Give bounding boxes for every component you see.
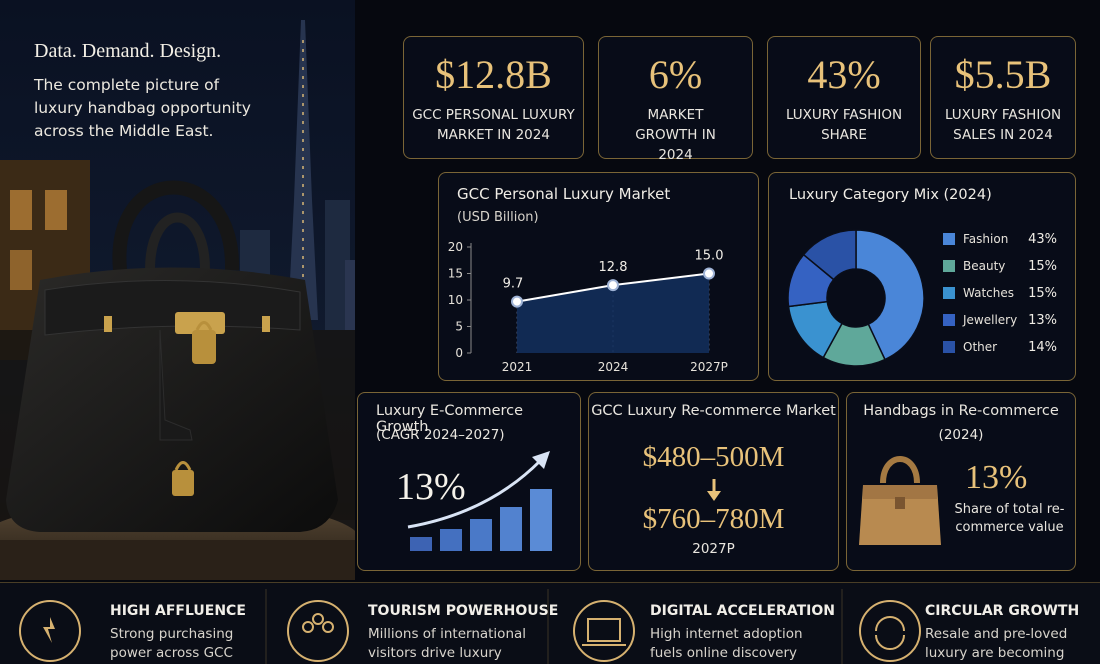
current-value: $480–500M bbox=[642, 441, 785, 473]
arrow-icon bbox=[707, 479, 721, 501]
legend-label: Other bbox=[963, 340, 997, 354]
line-chart: GCC Personal Luxury Market (USD Billion)… bbox=[448, 185, 728, 374]
chart-title: Luxury Category Mix (2024) bbox=[789, 187, 992, 203]
point bbox=[511, 295, 523, 308]
legend-value: 14% bbox=[1028, 340, 1057, 355]
driver-title: HIGH AFFLUENCE bbox=[110, 603, 246, 619]
recommerce-card: GCC Luxury Re-commerce Market $480–500M … bbox=[588, 392, 839, 571]
value-label: 12.8 bbox=[599, 260, 628, 275]
legend-value: 13% bbox=[1028, 313, 1057, 328]
handbag-caption: Share of total re-commerce value bbox=[954, 502, 1065, 535]
x-tick-label: 2027P bbox=[690, 360, 728, 374]
card-title: GCC Luxury Re-commerce Market bbox=[591, 403, 836, 419]
forecast-value: $760–780M bbox=[642, 503, 785, 535]
point bbox=[703, 267, 715, 280]
stat-value: $5.5B bbox=[954, 52, 1052, 97]
card-title: Handbags in Re-commerce bbox=[863, 403, 1059, 419]
stat-card: $5.5B LUXURY FASHION SALES IN 2024 bbox=[930, 36, 1076, 159]
handbag-share: 13% bbox=[965, 459, 1028, 496]
legend-label: Jewellery bbox=[962, 313, 1017, 327]
stat-card: 6% MARKET GROWTH IN 2024 bbox=[598, 36, 753, 163]
hero-image bbox=[0, 0, 355, 580]
legend-label: Beauty bbox=[963, 259, 1005, 273]
x-tick-label: 2021 bbox=[502, 360, 533, 374]
card-title: Luxury E-Commerce Growth bbox=[376, 403, 524, 435]
handbags-card: Handbags in Re-commerce (2024) 13% Share… bbox=[846, 392, 1076, 571]
chart-subtitle: (USD Billion) bbox=[457, 210, 539, 225]
stat-value: $12.8B bbox=[435, 52, 552, 97]
forecast-year: 2027P bbox=[692, 541, 735, 557]
slice bbox=[802, 229, 857, 281]
cagr-value: 13% bbox=[396, 466, 466, 508]
stat-label: LUXURY FASHION SHARE bbox=[785, 107, 903, 143]
legend-swatch bbox=[943, 314, 955, 326]
legend-swatch bbox=[943, 233, 955, 245]
driver-title: CIRCULAR GROWTH bbox=[925, 603, 1080, 619]
drivers-strip: HIGH AFFLUENCE Strong purchasing power a… bbox=[0, 582, 1100, 664]
legend-swatch bbox=[943, 341, 955, 353]
card-subtitle: (CAGR 2024–2027) bbox=[376, 427, 505, 443]
handbag-icon bbox=[859, 456, 941, 545]
chart-card: GCC Personal Luxury Market (USD Billion)… bbox=[438, 172, 759, 381]
driver-title: TOURISM POWERHOUSE bbox=[368, 603, 559, 619]
driver-text: Resale and pre-loved luxury are becoming bbox=[925, 626, 1068, 661]
stat-label: MARKET GROWTH IN 2024 bbox=[635, 107, 716, 163]
value-label: 9.7 bbox=[503, 277, 524, 292]
x-tick-label: 2024 bbox=[598, 360, 629, 374]
donut-chart: Luxury Category Mix (2024) Fashion 43% Bea… bbox=[787, 187, 1057, 367]
legend-swatch bbox=[943, 260, 955, 272]
legend-value: 15% bbox=[1028, 259, 1057, 274]
chart-card: Luxury Category Mix (2024) Fashion 43% Bea… bbox=[768, 172, 1076, 381]
y-tick-label: 10 bbox=[448, 293, 463, 307]
tagline: Data. Demand. Design. bbox=[34, 40, 222, 62]
stat-card: $12.8B GCC PERSONAL LUXURY MARKET IN 202… bbox=[403, 36, 584, 159]
stat-value: 43% bbox=[807, 52, 881, 97]
slice bbox=[855, 229, 925, 361]
card-subtitle: (2024) bbox=[938, 427, 984, 443]
y-tick-label: 0 bbox=[455, 346, 463, 360]
driver-text: High internet adoption fuels online disc… bbox=[650, 626, 803, 661]
legend-swatch bbox=[943, 287, 955, 299]
legend-label: Fashion bbox=[963, 232, 1008, 246]
stat-label: LUXURY FASHION SALES IN 2024 bbox=[944, 107, 1062, 143]
legend-label: Watches bbox=[963, 286, 1014, 300]
growth-icon bbox=[407, 451, 552, 551]
legend-value: 15% bbox=[1028, 286, 1057, 301]
stat-value: 6% bbox=[648, 52, 703, 97]
y-tick-label: 20 bbox=[448, 240, 463, 254]
stat-card: 43% LUXURY FASHION SHARE bbox=[767, 36, 921, 159]
chart-title: GCC Personal Luxury Market bbox=[457, 185, 670, 203]
ecommerce-card: Luxury E-Commerce Growth (CAGR 2024–2027… bbox=[357, 392, 581, 571]
driver-icons bbox=[19, 589, 921, 664]
description: The complete picture of luxury handbag o… bbox=[34, 76, 251, 140]
driver-text: Millions of international visitors drive… bbox=[368, 626, 527, 661]
y-tick-label: 15 bbox=[448, 267, 463, 281]
driver-title: DIGITAL ACCELERATION bbox=[650, 603, 835, 619]
stat-label: GCC PERSONAL LUXURY MARKET IN 2024 bbox=[412, 107, 575, 143]
value-label: 15.0 bbox=[695, 249, 724, 264]
point bbox=[607, 279, 619, 292]
driver-text: Strong purchasing power across GCC bbox=[110, 626, 234, 661]
legend-value: 43% bbox=[1028, 232, 1057, 247]
y-tick-label: 5 bbox=[455, 320, 463, 334]
